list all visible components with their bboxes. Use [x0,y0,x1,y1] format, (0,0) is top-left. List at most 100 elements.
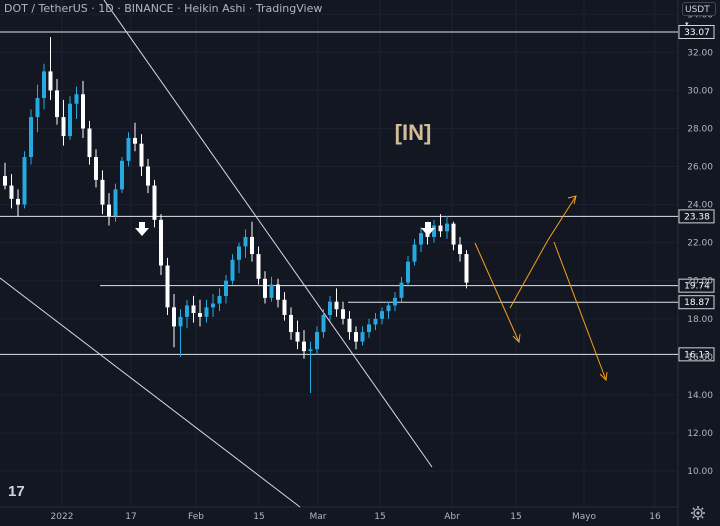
candle-body [217,295,222,304]
currency-label: USDT [685,5,710,15]
candle-body [250,236,254,255]
candle [308,341,313,393]
candle [204,299,209,323]
candle-body [185,305,189,317]
candle-body [354,332,358,342]
candle [165,257,170,315]
candle-body [42,71,46,99]
currency-dropdown[interactable]: USDT ▾ [682,2,716,28]
candle [334,288,339,317]
y-tick-label: 30.00 [687,86,713,96]
candle-body [3,176,7,186]
axis-separators [0,0,679,526]
candle [263,271,267,304]
gear-icon[interactable] [690,505,706,521]
candle [185,299,189,329]
x-tick-label: 15 [253,512,264,522]
candle-body [165,265,170,308]
price-axis[interactable]: 10.00 12.00 14.00 16.00 18.00 20.00 22.00 24.00… [687,10,713,477]
candle [458,236,462,262]
y-tick-label: 28.00 [687,124,713,134]
candle [42,63,46,110]
candle [386,301,391,319]
candle [438,214,443,237]
candle [94,149,98,188]
candle [29,109,33,165]
grid-lines [0,0,678,507]
candle [276,278,280,308]
candle [68,96,72,140]
candle [373,313,378,331]
price-level-box [678,25,715,39]
candle-body [308,349,313,352]
candle [256,246,261,285]
candle-body [263,278,267,298]
price-level-label: 18.87 [678,295,715,310]
price-level-label: 16.13 [678,347,715,362]
candle-body [16,198,20,205]
candle [419,227,423,253]
candle [282,292,287,321]
candle [87,120,92,165]
candle-body [146,166,150,186]
candle [172,294,176,348]
candle-body [334,301,339,310]
candle [113,183,118,222]
candle-body [74,94,79,104]
candle [55,79,59,125]
candle [315,326,319,355]
candle-body [94,157,98,180]
candle [81,80,85,138]
y-tick-label: 26.00 [687,163,713,173]
time-axis[interactable]: 2022 17 Feb 15 Mar 15 Abr 15 Mayo 16 [51,512,661,522]
y-tick-label: 32.00 [687,48,713,58]
candle-body [61,117,66,137]
candle-body [464,254,469,283]
trendlines[interactable] [0,0,433,508]
candle-body [256,254,261,279]
candle [360,326,365,346]
projection-path-reversal [553,241,607,381]
price-level-box [678,347,715,362]
projection-path-bearish [474,242,520,343]
candle [328,295,332,321]
candle [159,214,163,276]
candle-body [328,301,332,315]
candle [269,276,274,302]
arrow-markers [135,222,435,236]
candle-body [107,204,111,217]
candle [48,37,53,100]
candle-body [48,71,53,91]
candle [289,307,293,340]
candle-body [458,244,462,255]
candle [432,219,436,243]
price-level-text: 19.74 [684,282,710,292]
projection-arrows[interactable] [474,195,608,382]
candle-body [133,137,137,144]
price-level-label: 19.74 [678,278,715,293]
chart-title: DOT / TetherUS · 1D · BINANCE · Heikin A… [4,2,323,15]
candle [237,242,241,274]
candle-body [191,305,196,314]
candle [380,307,384,325]
candle [399,276,404,302]
x-tick-label: Mar [310,512,327,522]
y-tick-label: 16.00 [687,353,713,363]
candle-body [178,316,183,327]
candle [393,292,397,312]
candle-body [367,324,371,333]
candle [198,299,202,327]
horizontal-levels[interactable]: 33.07 23.38 19.74 18.87 16.13 [0,25,715,362]
tradingview-logo-icon[interactable]: 17 [8,483,25,500]
arrow-down-icon [135,222,149,236]
candle [191,295,196,323]
candle-body [230,259,235,281]
candle [412,238,417,266]
candle [16,189,20,217]
projection-arrowhead-bullish [567,195,577,205]
candle [367,318,371,338]
candle [295,320,300,350]
candle-body [373,318,378,325]
candle-body [224,280,228,296]
